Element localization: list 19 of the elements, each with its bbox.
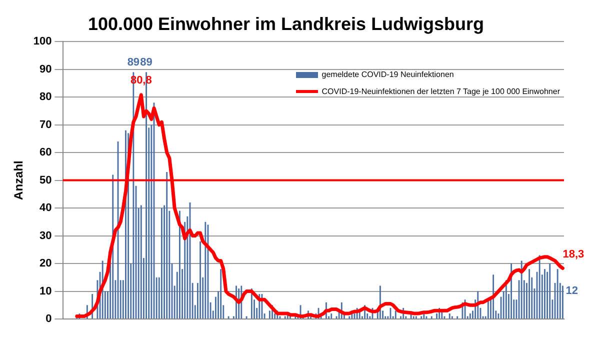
legend-label: COVID-19-Neuinfektionen der letzten 7 Tage je 100 000 Einwohner	[322, 87, 560, 96]
data-label: 12	[566, 285, 578, 298]
y-tick-label: 100	[33, 36, 52, 48]
y-axis-title: Anzahl	[12, 160, 26, 200]
data-label: 18,3	[562, 248, 584, 260]
y-tick-label: 10	[40, 285, 52, 298]
y-tick-label: 60	[40, 146, 52, 159]
y-tick-label: 40	[40, 202, 52, 214]
data-label: 89	[140, 56, 152, 69]
chart-title: 100.000 Einwohner im Landkreis Ludwigsburg	[88, 14, 484, 34]
y-tick-label: 50	[40, 174, 52, 186]
y-tick-label: 0	[46, 313, 52, 326]
y-tick-label: 30	[40, 230, 52, 242]
y-tick-label: 90	[40, 63, 52, 76]
legend-label: gemeldete COVID-19 Neuinfektionen	[322, 70, 454, 79]
y-tick-label: 70	[40, 118, 52, 131]
y-tick-label: 20	[40, 258, 52, 270]
y-tick-label: 80	[40, 91, 52, 104]
data-label: 89	[127, 56, 140, 69]
